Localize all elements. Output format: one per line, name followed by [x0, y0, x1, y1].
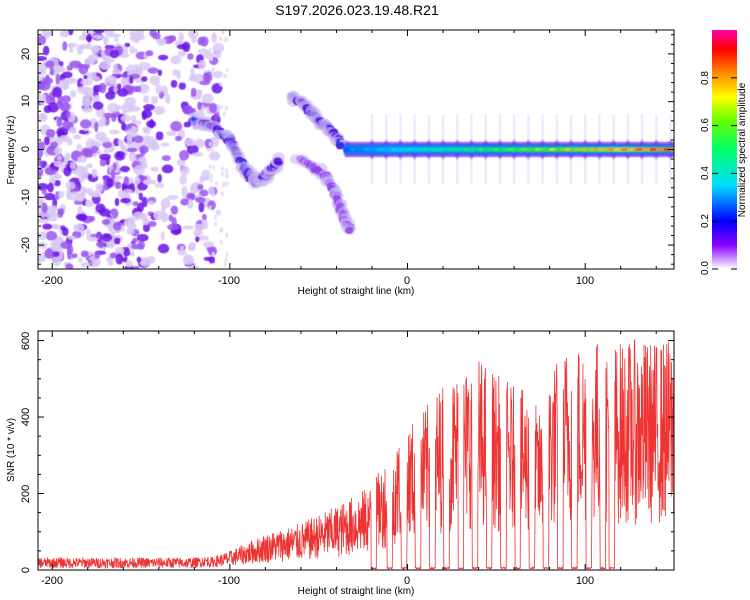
- spectrogram-tick-marks: [38, 30, 674, 269]
- top-xtick-label: -100: [218, 275, 240, 287]
- top-ytick-label: -10: [20, 189, 32, 205]
- top-ytick-labels: -20 -10 0 10 20: [20, 48, 32, 253]
- bottom-xtick-label: -200: [41, 575, 63, 587]
- bottom-xtick-label: 100: [576, 575, 594, 587]
- top-ytick-label: 10: [20, 95, 32, 107]
- colorbar-gradient: [712, 30, 737, 269]
- bottom-ytick-labels: 0 200 400 600: [20, 332, 32, 573]
- bottom-xtick-label: 0: [404, 575, 410, 587]
- colorbar-tick-label: 0.8: [700, 71, 711, 85]
- colorbar-tick-label: 0.2: [700, 214, 711, 228]
- snr-panel: -200 -100 0 100 0 200 400 600 Height of …: [6, 330, 675, 597]
- top-ytick-label: 0: [20, 146, 32, 152]
- colorbar-tick-label: 0.4: [700, 166, 711, 180]
- top-ytick-label: 20: [20, 48, 32, 60]
- top-ytick-label: -20: [20, 237, 32, 253]
- snr-frame: [37, 330, 675, 571]
- bottom-xtick-label: -100: [218, 575, 240, 587]
- bottom-xaxis-label: Height of straight line (km): [298, 586, 415, 597]
- colorbar-tick-marks: [712, 77, 737, 270]
- bottom-ytick-label: 600: [20, 332, 32, 350]
- top-xtick-label: 100: [576, 275, 594, 287]
- top-xtick-label: 0: [404, 275, 410, 287]
- colorbar-tick-label: 0.6: [700, 118, 711, 132]
- bottom-yaxis-label: SNR (10 * v/v): [6, 418, 17, 482]
- top-yaxis-label: Frequency (Hz): [6, 116, 17, 185]
- top-xaxis-label: Height of straight line (km): [298, 286, 415, 297]
- chart-title: S197.2026.023.19.48.R21: [275, 2, 439, 18]
- top-xtick-label: -200: [41, 275, 63, 287]
- bottom-ytick-label: 400: [20, 408, 32, 426]
- spectrogram-panel: -200 -100 0 100 -20 -10 0 10 20 Height o…: [6, 29, 675, 297]
- bottom-ytick-label: 200: [20, 485, 32, 503]
- colorbar: 0.0 0.2 0.4 0.6 0.8 Normalized spectral …: [700, 30, 748, 275]
- snr-series-line: [38, 339, 674, 570]
- spectrogram-heatmap: [38, 30, 674, 269]
- colorbar-label: Normalized spectral amplitude: [737, 82, 748, 217]
- colorbar-tick-label: 0.0: [700, 261, 711, 275]
- snr-tick-marks: [38, 331, 674, 571]
- bottom-ytick-label: 0: [20, 567, 32, 573]
